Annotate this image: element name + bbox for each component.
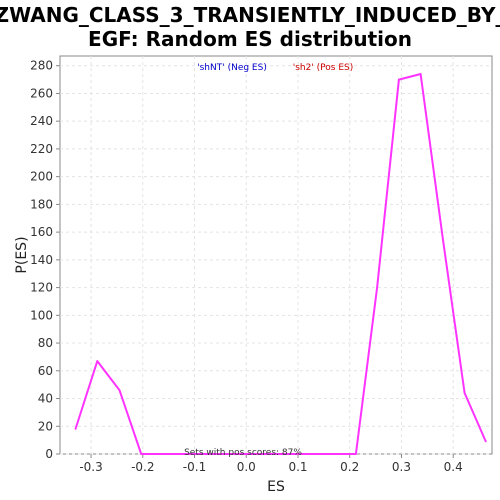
series-lines [74,73,487,455]
data-point [272,453,274,455]
data-point [316,453,318,455]
y-tick-label: 20 [38,419,53,433]
y-tick-label: 240 [30,114,53,128]
y-tick-label: 80 [38,336,53,350]
data-point [355,453,357,455]
y-tick-label: 200 [30,170,53,184]
x-tick-label: 0.2 [340,460,359,474]
data-point [74,428,77,430]
data-point [140,453,143,455]
y-axis-label: P(ES) [14,236,30,273]
legend-neg-es: 'shNT' (Neg ES) [197,63,267,73]
y-tick-label: 160 [30,225,53,239]
x-tick-label: 0.4 [444,460,463,474]
data-point [463,392,466,394]
data-point [184,453,187,455]
x-tick-label: 0.0 [237,460,256,474]
x-tick-label: 0.3 [392,460,411,474]
y-tick-label: 140 [30,253,53,267]
data-point [250,453,253,455]
legend-pos-es: 'sh2' (Pos ES) [293,63,354,73]
x-tick-label: 0.1 [288,460,307,474]
y-tick-label: 280 [30,59,53,73]
axis-ticks: -0.3 -0.2 -0.1 0.0 0.1 0.2 0.3 0.4 0 20 40 60 80 100 1… [30,59,463,474]
data-point [484,440,487,443]
data-point [206,453,209,455]
pos-scores-annotation: Sets with pos scores: 87% [184,448,302,458]
plot-area [59,55,493,455]
data-point [398,78,400,81]
y-tick-label: 260 [30,86,53,100]
data-point [162,453,165,455]
y-tick-label: 0 [45,447,53,461]
data-point [338,453,341,455]
x-tick-label: -0.2 [131,460,154,474]
data-point [376,286,378,289]
data-point [442,238,444,240]
y-tick-label: 40 [38,392,53,406]
x-tick-label: -0.1 [183,460,206,474]
data-point [228,453,230,455]
x-axis-label: ES [267,479,285,495]
y-tick-label: 180 [30,197,53,211]
distribution-line [74,73,487,455]
y-tick-label: 60 [38,364,53,378]
data-point [294,453,297,455]
y-tick-label: 220 [30,142,53,156]
chart-title-line-1: ZWANG_CLASS_3_TRANSIENTLY_INDUCED_BY_ [0,3,500,27]
y-tick-label: 120 [30,281,53,295]
chart-title-line-2: EGF: Random ES distribution [88,27,412,51]
x-tick-label: -0.3 [79,460,102,474]
data-point [419,73,422,75]
data-point [118,389,121,392]
y-tick-label: 100 [30,308,53,322]
grid-lines [60,56,492,455]
data-point [96,360,99,362]
